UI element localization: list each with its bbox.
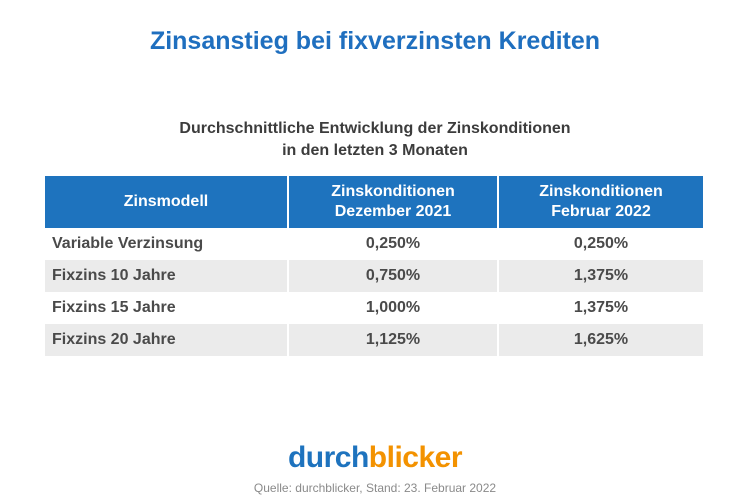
header-feb-2022: Zinskonditionen Februar 2022 — [497, 176, 703, 228]
header-feb-2022-line-2: Februar 2022 — [551, 203, 651, 220]
cell-dec-2021: 0,250% — [287, 228, 498, 260]
header-model-label: Zinsmodell — [123, 193, 209, 210]
cell-model: Fixzins 20 Jahre — [45, 324, 288, 356]
table-header-row: Zinsmodell Zinskonditionen Dezember 2021… — [45, 176, 703, 228]
header-dec-2021: Zinskonditionen Dezember 2021 — [287, 176, 498, 228]
subtitle-line-2: in den letzten 3 Monaten — [282, 142, 468, 159]
cell-model: Fixzins 15 Jahre — [52, 299, 176, 316]
cell-dec-2021: 1,125% — [287, 324, 498, 356]
header-model: Zinsmodell — [45, 176, 288, 228]
header-dec-2021-line-1: Zinskonditionen — [331, 183, 455, 200]
cell-model: Variable Verzinsung — [52, 235, 204, 252]
cell-model: Fixzins 10 Jahre — [45, 260, 288, 292]
cell-dec-2021: 0,750% — [287, 260, 498, 292]
table-row: Fixzins 15 Jahre 1,000% 1,375% — [45, 292, 703, 324]
subtitle-line-1: Durchschnittliche Entwicklung der Zinsko… — [179, 120, 571, 137]
cell-feb-2022: 0,250% — [497, 228, 703, 260]
header-feb-2022-line-1: Zinskonditionen — [539, 183, 663, 200]
table-row: Fixzins 10 Jahre 0,750% 1,375% — [45, 260, 703, 292]
logo-part-durch: durch — [287, 441, 369, 474]
logo-part-blicker: blicker — [368, 441, 463, 474]
table-row: Fixzins 20 Jahre 1,125% 1,625% — [45, 324, 703, 356]
table-row: Variable Verzinsung 0,250% 0,250% — [45, 228, 703, 260]
cell-feb-2022: 1,375% — [497, 292, 703, 324]
cell-feb-2022: 1,375% — [497, 260, 703, 292]
header-dec-2021-line-2: Dezember 2021 — [334, 203, 452, 220]
table-subtitle: Durchschnittliche Entwicklung der Zinsko… — [0, 118, 750, 162]
cell-dec-2021: 1,000% — [287, 292, 498, 324]
source-note: Quelle: durchblicker, Stand: 23. Februar… — [253, 481, 497, 495]
cell-feb-2022: 1,625% — [497, 324, 703, 356]
durchblicker-logo: durchblicker — [0, 440, 750, 476]
interest-rates-table: Zinsmodell Zinskonditionen Dezember 2021… — [45, 176, 703, 356]
page-title: Zinsanstieg bei fixverzinsten Krediten — [149, 27, 601, 55]
